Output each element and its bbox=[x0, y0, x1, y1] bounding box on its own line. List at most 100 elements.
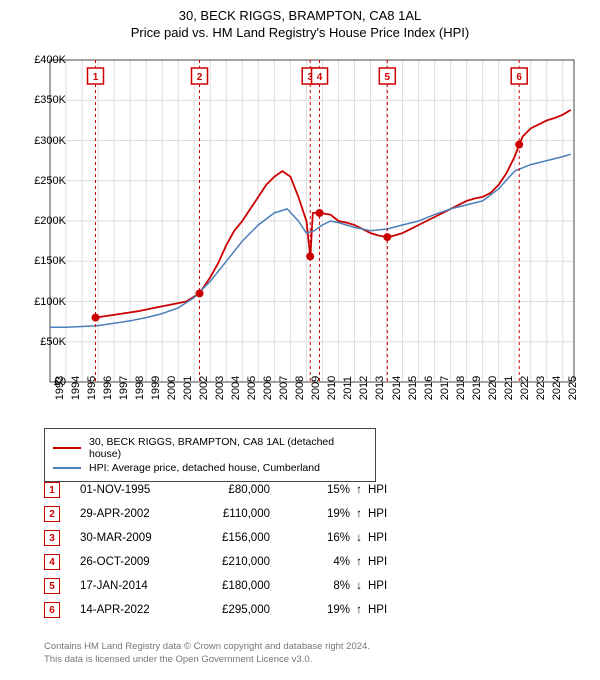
x-tick-label: 2019 bbox=[471, 376, 483, 400]
sale-direction-icon: ↓ bbox=[350, 580, 368, 592]
footer-line1: Contains HM Land Registry data © Crown c… bbox=[44, 641, 370, 653]
x-tick-label: 2016 bbox=[423, 376, 435, 400]
sales-row: 6 14-APR-2022£295,00019%↑HPI bbox=[44, 598, 398, 622]
sale-direction-icon: ↑ bbox=[350, 556, 368, 568]
svg-text:6: 6 bbox=[516, 72, 522, 83]
sale-direction-icon: ↑ bbox=[350, 484, 368, 496]
x-tick-label: 2021 bbox=[503, 376, 515, 400]
footer-line2: This data is licensed under the Open Gov… bbox=[44, 654, 370, 666]
x-tick-label: 2007 bbox=[278, 376, 290, 400]
x-tick-label: 2022 bbox=[519, 376, 531, 400]
x-tick-label: 2003 bbox=[214, 376, 226, 400]
footer-text: Contains HM Land Registry data © Crown c… bbox=[44, 641, 370, 666]
x-tick-label: 2018 bbox=[455, 376, 467, 400]
sales-row: 3 30-MAR-2009£156,00016%↓HPI bbox=[44, 526, 398, 550]
x-tick-label: 2004 bbox=[230, 376, 242, 400]
sale-pct: 19% bbox=[300, 508, 350, 520]
sale-price: £80,000 bbox=[210, 484, 300, 496]
chart-area: 123456 bbox=[48, 54, 576, 384]
sales-row: 4 26-OCT-2009£210,0004%↑HPI bbox=[44, 550, 398, 574]
x-tick-label: 1999 bbox=[150, 376, 162, 400]
sale-price: £295,000 bbox=[210, 604, 300, 616]
legend-label-property: 30, BECK RIGGS, BRAMPTON, CA8 1AL (detac… bbox=[89, 436, 367, 460]
sales-table: 101-NOV-1995£80,00015%↑HPI229-APR-2002£1… bbox=[44, 478, 398, 622]
sale-date: 17-JAN-2014 bbox=[80, 580, 210, 592]
x-tick-label: 2012 bbox=[358, 376, 370, 400]
sale-date: 30-MAR-2009 bbox=[80, 532, 210, 544]
sale-direction-icon: ↑ bbox=[350, 604, 368, 616]
x-tick-label: 1998 bbox=[134, 376, 146, 400]
y-tick-label: £50K bbox=[40, 336, 66, 348]
x-tick-label: 2020 bbox=[487, 376, 499, 400]
sale-marker-icon: 1 bbox=[44, 482, 60, 498]
sale-pct: 8% bbox=[300, 580, 350, 592]
x-tick-label: 1994 bbox=[70, 376, 82, 400]
sale-hpi-suffix: HPI bbox=[368, 556, 398, 568]
sale-marker-icon: 5 bbox=[44, 578, 60, 594]
x-tick-label: 2023 bbox=[535, 376, 547, 400]
y-tick-label: £250K bbox=[34, 175, 66, 187]
legend-box: 30, BECK RIGGS, BRAMPTON, CA8 1AL (detac… bbox=[44, 428, 376, 482]
sale-hpi-suffix: HPI bbox=[368, 508, 398, 520]
sale-hpi-suffix: HPI bbox=[368, 580, 398, 592]
chart-container: 30, BECK RIGGS, BRAMPTON, CA8 1AL Price … bbox=[0, 0, 600, 680]
x-tick-label: 2002 bbox=[198, 376, 210, 400]
x-tick-label: 2008 bbox=[294, 376, 306, 400]
x-tick-label: 1996 bbox=[102, 376, 114, 400]
sale-pct: 19% bbox=[300, 604, 350, 616]
sales-row: 101-NOV-1995£80,00015%↑HPI bbox=[44, 478, 398, 502]
x-tick-label: 2010 bbox=[326, 376, 338, 400]
sale-marker-icon: 4 bbox=[44, 554, 60, 570]
y-tick-label: £300K bbox=[34, 135, 66, 147]
title-sub: Price paid vs. HM Land Registry's House … bbox=[0, 25, 600, 40]
sale-marker-icon: 6 bbox=[44, 602, 60, 618]
y-tick-label: £400K bbox=[34, 54, 66, 66]
x-tick-label: 2017 bbox=[439, 376, 451, 400]
svg-text:5: 5 bbox=[385, 72, 391, 83]
title-block: 30, BECK RIGGS, BRAMPTON, CA8 1AL Price … bbox=[0, 0, 600, 40]
sale-date: 29-APR-2002 bbox=[80, 508, 210, 520]
x-tick-label: 2005 bbox=[246, 376, 258, 400]
sale-marker-icon: 3 bbox=[44, 530, 60, 546]
legend-label-hpi: HPI: Average price, detached house, Cumb… bbox=[89, 462, 320, 474]
sale-hpi-suffix: HPI bbox=[368, 532, 398, 544]
x-tick-label: 2015 bbox=[407, 376, 419, 400]
sale-direction-icon: ↓ bbox=[350, 532, 368, 544]
sale-hpi-suffix: HPI bbox=[368, 604, 398, 616]
x-tick-label: 1993 bbox=[54, 376, 66, 400]
legend-swatch-property bbox=[53, 447, 81, 449]
x-tick-label: 2009 bbox=[310, 376, 322, 400]
sale-marker-icon: 2 bbox=[44, 506, 60, 522]
svg-text:1: 1 bbox=[93, 72, 99, 83]
sale-price: £110,000 bbox=[210, 508, 300, 520]
sale-date: 01-NOV-1995 bbox=[80, 484, 210, 496]
x-tick-label: 1997 bbox=[118, 376, 130, 400]
legend-row-property: 30, BECK RIGGS, BRAMPTON, CA8 1AL (detac… bbox=[53, 435, 367, 461]
sale-pct: 16% bbox=[300, 532, 350, 544]
legend-swatch-hpi bbox=[53, 467, 81, 469]
x-tick-label: 2000 bbox=[166, 376, 178, 400]
y-tick-label: £200K bbox=[34, 215, 66, 227]
sale-price: £210,000 bbox=[210, 556, 300, 568]
x-tick-label: 2014 bbox=[391, 376, 403, 400]
sale-date: 26-OCT-2009 bbox=[80, 556, 210, 568]
title-main: 30, BECK RIGGS, BRAMPTON, CA8 1AL bbox=[0, 8, 600, 23]
x-tick-label: 2011 bbox=[342, 376, 354, 400]
svg-text:4: 4 bbox=[317, 72, 323, 83]
sales-row: 2 29-APR-2002£110,00019%↑HPI bbox=[44, 502, 398, 526]
svg-text:2: 2 bbox=[197, 72, 203, 83]
chart-svg: 123456 bbox=[48, 54, 576, 384]
x-tick-label: 2001 bbox=[182, 376, 194, 400]
sale-date: 14-APR-2022 bbox=[80, 604, 210, 616]
sale-hpi-suffix: HPI bbox=[368, 484, 398, 496]
x-tick-label: 2024 bbox=[551, 376, 563, 400]
sales-row: 517-JAN-2014£180,0008%↓HPI bbox=[44, 574, 398, 598]
sale-direction-icon: ↑ bbox=[350, 508, 368, 520]
x-tick-label: 2025 bbox=[567, 376, 579, 400]
y-tick-label: £100K bbox=[34, 296, 66, 308]
sale-pct: 4% bbox=[300, 556, 350, 568]
y-tick-label: £150K bbox=[34, 255, 66, 267]
x-tick-label: 2013 bbox=[374, 376, 386, 400]
sale-price: £156,000 bbox=[210, 532, 300, 544]
y-tick-label: £350K bbox=[34, 94, 66, 106]
